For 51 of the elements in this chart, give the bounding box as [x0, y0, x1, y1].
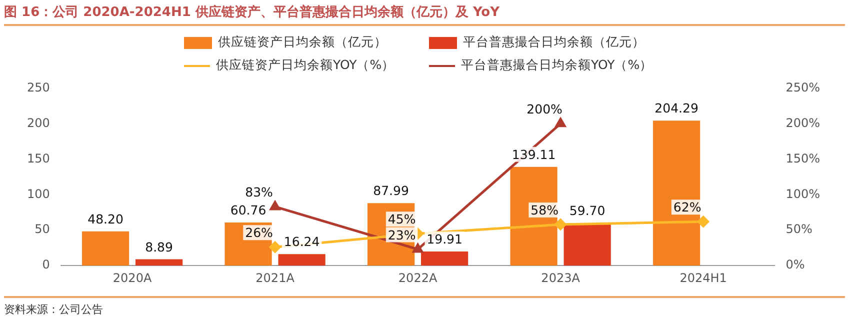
x-tick-label: 2023A: [541, 270, 581, 285]
bar: [421, 251, 468, 266]
data-label: 58%: [530, 202, 559, 218]
y-tick-label: 150: [27, 151, 50, 166]
text: 资料来源：公司公告: [4, 302, 103, 317]
y-tick-label: 100: [27, 186, 50, 201]
data-label: 60.76: [230, 202, 266, 218]
data-label: 204.29: [654, 100, 698, 116]
legend-label: 平台普惠撮合日均余额YOY（%）: [461, 57, 653, 74]
y-tick-label: 200: [27, 116, 50, 130]
y2-tick-label: 50%: [786, 222, 812, 236]
y2-tick-label: 200%: [786, 116, 820, 130]
data-label: 26%: [245, 225, 274, 240]
data-label: 139.11: [512, 146, 556, 162]
data-label: 62%: [673, 200, 702, 215]
data-label: 19.91: [426, 231, 462, 246]
y2-tick-label: 0%: [786, 258, 805, 272]
x-tick-label: 2022A: [398, 270, 438, 285]
data-label: 48.20: [88, 211, 124, 226]
chart-title: 图 16：公司 2020A-2024H1 供应链资产、平台普惠撮合日均余额（亿元）及 YoY: [4, 4, 500, 21]
x-tick-label: 2020A: [112, 270, 152, 285]
point: [270, 200, 280, 210]
data-label: 16.24: [284, 234, 320, 250]
y-tick-label: 0: [42, 258, 50, 272]
y2-tick-label: 100%: [786, 186, 820, 201]
point: [554, 218, 566, 230]
data-label: 83%: [245, 184, 274, 200]
bar: [278, 254, 326, 266]
legend-label: 供应链资产日均余额YOY（%）: [216, 57, 395, 74]
point: [555, 118, 566, 128]
y-tick-label: 250: [27, 80, 50, 94]
bar: [564, 223, 611, 266]
data-label: 8.89: [145, 239, 174, 254]
data-label: 23%: [388, 227, 416, 242]
data-label: 87.99: [373, 183, 409, 198]
bar: [652, 120, 700, 266]
data-label: 200%: [526, 102, 563, 117]
y2-tick-label: 250%: [786, 80, 820, 94]
data-label: 59.70: [569, 203, 606, 218]
x-tick-label: 2024H1: [680, 270, 727, 285]
bar: [135, 259, 183, 266]
legend-label: 供应链资产日均余额（亿元）: [218, 34, 387, 51]
point: [412, 244, 423, 253]
x-tick-label: 2021A: [256, 270, 296, 285]
bar: [82, 231, 130, 266]
y2-tick-label: 150%: [786, 151, 820, 166]
point: [698, 216, 710, 228]
point: [269, 241, 281, 253]
data-label: 45%: [388, 212, 416, 227]
legend-label: 平台普惠撮合日均余额（亿元）: [463, 34, 645, 51]
y-tick-label: 50: [34, 222, 50, 236]
